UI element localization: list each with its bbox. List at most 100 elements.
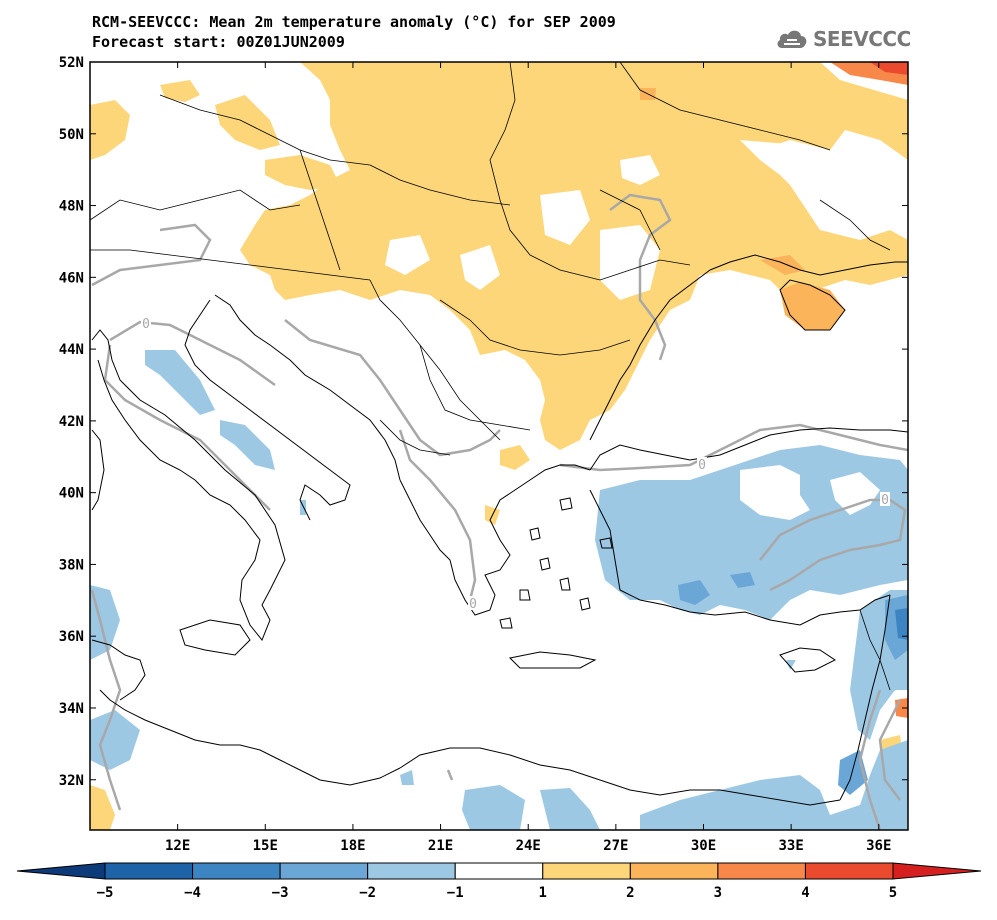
lat-tick-label: 40N <box>59 486 84 502</box>
anomaly-field: 0 0 0 0 <box>90 62 908 830</box>
colorbar-label: −5 <box>97 885 114 901</box>
seevccc-logo: SEEVCCC <box>775 24 911 54</box>
warm-anomaly-west-3 <box>160 80 200 102</box>
contour-label-bg-2 <box>697 457 707 471</box>
neutral-hole-5 <box>620 155 660 185</box>
neutral-hole-1 <box>740 140 900 235</box>
border-15 <box>819 199 891 251</box>
cool-anomaly-italy-2 <box>220 420 275 470</box>
zero-contours <box>90 193 908 830</box>
zero-contour-2 <box>109 320 276 387</box>
lat-tick-label: 32N <box>59 773 84 789</box>
lat-tick-label: 48N <box>59 199 84 215</box>
cyprus-coastline <box>779 647 836 673</box>
border-6 <box>489 62 531 256</box>
libya-coast <box>99 689 401 786</box>
colorbar-bin <box>367 862 456 880</box>
border-14 <box>859 609 891 691</box>
lat-tick-label: 44N <box>59 342 84 358</box>
longitude-axis: 12E 15E 18E 21E 24E 27E 30E 33E 36E <box>165 62 891 854</box>
sicily-coastline <box>179 619 251 656</box>
colorbar-arrow-right <box>892 862 982 880</box>
colorbar-bin <box>629 862 719 880</box>
coldest-anomaly-levant <box>895 608 908 640</box>
zero-contour-12 <box>446 769 454 781</box>
colorbar-label: 3 <box>714 885 722 901</box>
lon-tick-label: 18E <box>340 838 365 854</box>
colorbar-bin <box>192 862 281 880</box>
border-13 <box>599 189 661 251</box>
zero-contour-10 <box>858 689 882 830</box>
border-8 <box>529 254 691 281</box>
contour-label-bg-1 <box>141 316 151 330</box>
lon-tick-label: 27E <box>603 838 628 854</box>
national-borders <box>90 62 891 691</box>
white-hole-turkey-2 <box>830 472 880 515</box>
black-sea-north-coast <box>709 254 908 276</box>
zero-contour-4 <box>284 319 501 457</box>
lon-tick-label: 15E <box>253 838 278 854</box>
plot-frame <box>89 61 909 831</box>
lon-tick-label: 33E <box>778 838 803 854</box>
logo-text: SEEVCCC <box>813 27 911 51</box>
forecast-start-label: Forecast start: 00Z01JUN2009 <box>92 33 345 51</box>
lat-tick-label: 42N <box>59 414 84 430</box>
border-9 <box>439 299 631 356</box>
colorbar-bin <box>454 862 544 880</box>
lat-tick-label: 52N <box>59 55 84 71</box>
latitude-axis: 52N 50N 48N 46N 44N 42N 40N 38N 36N 34N 32N <box>59 55 908 789</box>
colorbar-label: 1 <box>539 885 547 901</box>
zero-contour-1 <box>91 223 212 287</box>
warm-anomaly-north <box>240 62 908 450</box>
warm-anomaly-greece-1 <box>500 445 530 470</box>
colorbar-label: −2 <box>359 885 376 901</box>
neutral-hole-4 <box>540 190 590 245</box>
cool-anomaly-small-2 <box>786 660 796 670</box>
contour-label-bg-4 <box>468 596 478 610</box>
cool-anomaly-egypt-3 <box>640 740 908 830</box>
colder-anomaly-turkey-2 <box>730 572 755 588</box>
contour-label-3: 0 <box>881 493 889 508</box>
cool-anomaly-italy-1 <box>145 350 215 415</box>
zero-contour-11 <box>878 699 902 801</box>
neutral-hole-6 <box>600 225 660 300</box>
cool-anomaly-small-3 <box>400 770 414 785</box>
border-5 <box>369 164 511 206</box>
contour-label-1: 0 <box>142 317 150 332</box>
zero-contour-6 <box>609 193 672 361</box>
turkey-north-coast <box>589 427 908 471</box>
lon-tick-label: 24E <box>516 838 541 854</box>
turkey-south-coast <box>589 489 891 626</box>
border-7 <box>369 279 501 441</box>
map-title: RCM-SEEVCCC: Mean 2m temperature anomaly… <box>92 13 616 31</box>
colorbar-bin <box>104 862 194 880</box>
contour-labels: 0 0 0 0 <box>141 316 890 612</box>
italy-east-coast <box>184 299 351 521</box>
colorbar-label: −3 <box>272 885 289 901</box>
zero-contour-9 <box>90 589 122 811</box>
contour-label-4: 0 <box>469 597 477 612</box>
crete-coastline <box>508 651 597 669</box>
lat-tick-label: 38N <box>59 557 84 573</box>
colorbar: −5 −4 −3 −2 −1 1 2 3 4 5 <box>16 862 982 901</box>
adriatic-east-coast <box>214 294 401 481</box>
north-africa-coast <box>91 639 146 701</box>
colorbar-bin <box>279 862 369 880</box>
zero-contour-7 <box>559 423 908 472</box>
italy-coastline <box>91 329 286 641</box>
colorbar-arrow-left <box>16 862 106 880</box>
white-hole-turkey-1 <box>740 465 810 520</box>
zero-contour-8 <box>759 498 907 592</box>
border-2 <box>90 249 371 281</box>
warm-anomaly-west-2 <box>265 155 340 190</box>
colorbar-label: −4 <box>184 885 201 901</box>
zero-contour-3 <box>103 344 271 511</box>
contour-label-2: 0 <box>698 458 706 473</box>
neutral-hole-3 <box>385 235 430 275</box>
lat-tick-label: 50N <box>59 127 84 143</box>
border-10 <box>419 344 531 431</box>
lat-tick-label: 34N <box>59 701 84 717</box>
colorbar-label: −1 <box>447 885 464 901</box>
neutral-hole-2 <box>460 245 500 290</box>
